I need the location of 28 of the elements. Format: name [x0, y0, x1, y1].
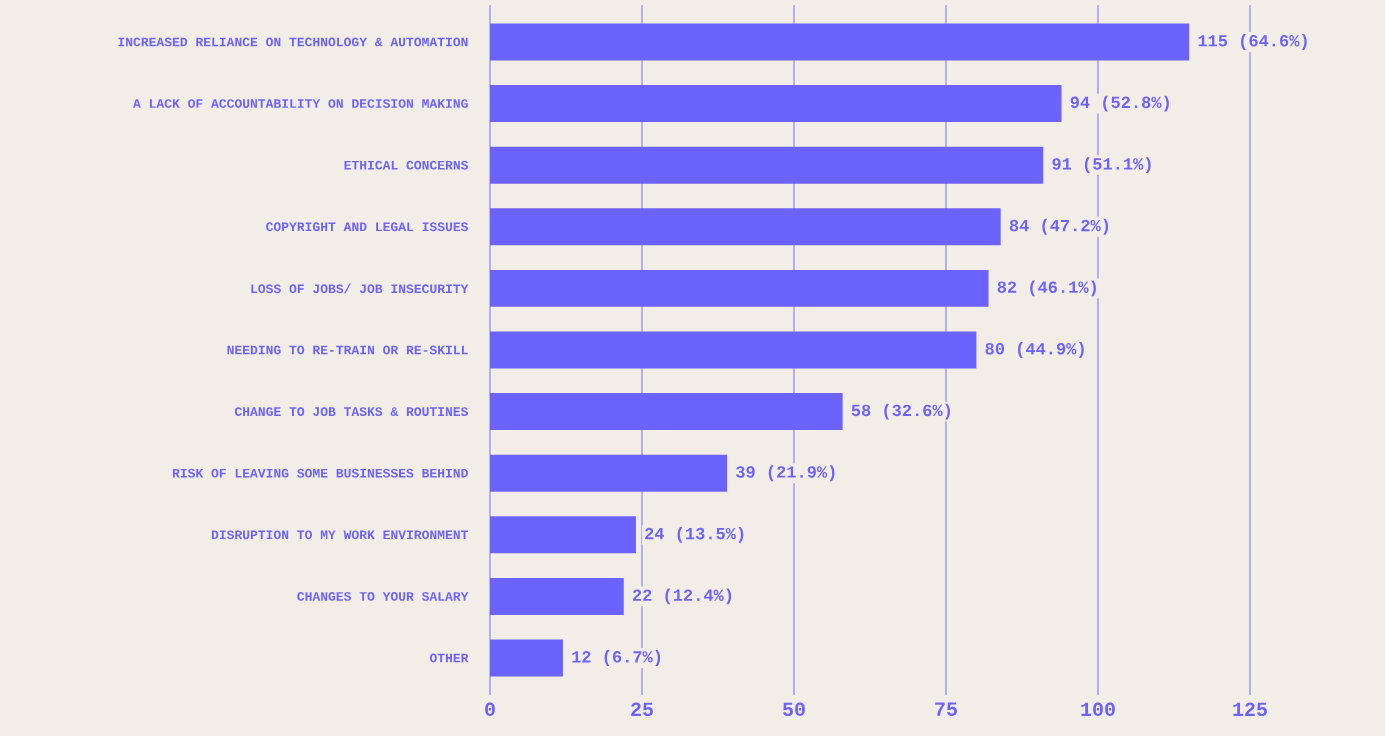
data-label: 39 (21.9%)	[736, 465, 835, 482]
y-tick-label: LOSS OF JOBS/ JOB INSECURITY	[251, 283, 469, 294]
x-tick-label: 100	[1081, 702, 1115, 717]
data-label: 12 (6.7%)	[572, 650, 661, 666]
y-tick-label: INCREASED RELIANCE ON TECHNOLOGY & AUTOMATION	[118, 37, 468, 47]
y-tick-label: DISRUPTION TO MY WORK ENVIRONMENT	[211, 530, 469, 540]
y-tick-label: CHANGES TO YOUR SALARY	[297, 592, 469, 601]
y-tick-label: COPYRIGHT AND LEGAL ISSUES	[266, 222, 469, 232]
data-label: 94 (52.8%)	[1070, 95, 1169, 112]
data-label: 82 (46.1%)	[997, 280, 1096, 297]
y-tick-label: OTHER	[429, 653, 469, 663]
x-tick-label: 50	[783, 702, 805, 717]
y-tick-label: ETHICAL CONCERNS	[344, 160, 469, 170]
data-label: 58 (32.6%)	[851, 403, 950, 420]
y-tick-label: NEEDING TO RE-TRAIN OR RE-SKILL	[227, 345, 468, 355]
data-label: 115 (64.6%)	[1198, 34, 1307, 50]
y-tick-label: CHANGE TO JOB TASKS & ROUTINES	[234, 407, 469, 417]
x-tick-label: 75	[935, 702, 957, 716]
data-label: 24 (13.5%)	[645, 526, 744, 543]
x-tick-label: 0	[485, 702, 495, 717]
data-label: 91 (51.1%)	[1052, 157, 1151, 174]
y-tick-label: RISK OF LEAVING SOME BUSINESSES BEHIND	[172, 468, 468, 478]
x-tick-label: 125	[1233, 702, 1267, 717]
data-label: 22 (12.4%)	[632, 588, 732, 605]
data-label: 80 (44.9%)	[985, 342, 1084, 358]
data-label: 84 (47.2%)	[1009, 218, 1109, 235]
x-tick-label: 25	[631, 702, 653, 717]
y-tick-label: A LACK OF ACCOUNTABILITY ON DECISION MAKING	[133, 99, 468, 108]
